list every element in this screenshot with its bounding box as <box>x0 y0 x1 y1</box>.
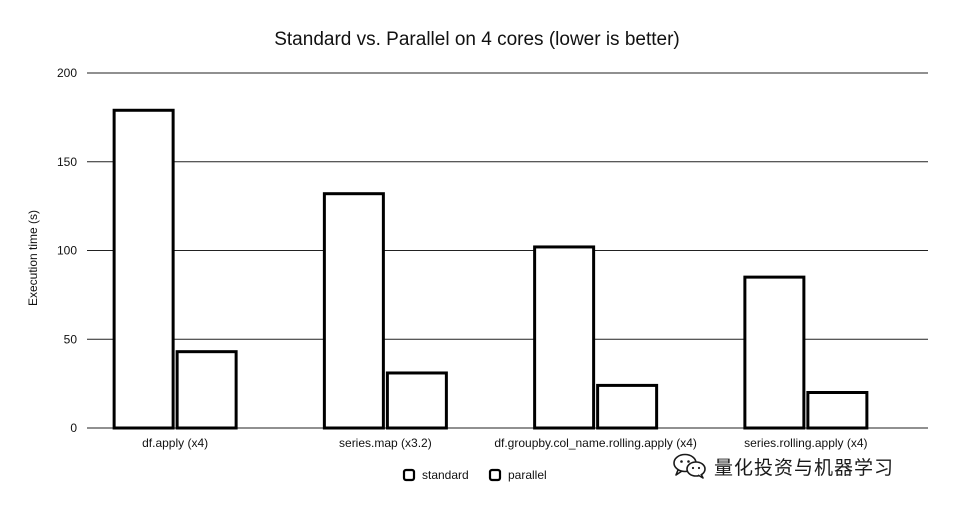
x-tick-label: series.map (x3.2) <box>339 436 432 450</box>
legend-label: parallel <box>508 468 547 482</box>
watermark-text: 量化投资与机器学习 <box>714 456 895 479</box>
legend-swatch <box>488 468 502 482</box>
x-tick-label: df.apply (x4) <box>142 436 208 450</box>
legend-item-parallel[interactable]: parallel <box>488 468 547 482</box>
bars <box>112 108 869 430</box>
bar-parallel <box>596 383 659 430</box>
bar-parallel <box>385 371 448 430</box>
bar-standard <box>743 275 806 430</box>
x-tick-label: series.rolling.apply (x4) <box>744 436 867 450</box>
watermark: 量化投资与机器学习 <box>672 452 894 480</box>
legend-swatch <box>402 468 416 482</box>
x-tick-labels: df.apply (x4) series.map (x3.2) df.groupby… <box>142 436 867 450</box>
bar-standard <box>533 245 596 430</box>
chart-title: Standard vs. Parallel on 4 cores (lower … <box>274 29 680 50</box>
y-axis-label: Execution time (s) <box>26 210 40 306</box>
y-tick-label: 50 <box>64 332 78 346</box>
y-tick-label: 200 <box>57 66 77 80</box>
bar-standard <box>322 192 385 430</box>
bar-standard <box>112 108 175 430</box>
legend-label: standard <box>422 468 469 482</box>
y-tick-label: 150 <box>57 155 77 169</box>
y-tick-label: 100 <box>57 244 77 258</box>
x-tick-label: df.groupby.col_name.rolling.apply (x4) <box>494 436 697 450</box>
legend[interactable]: standard parallel <box>402 468 547 482</box>
bar-parallel <box>175 350 238 430</box>
y-tick-label: 0 <box>70 421 77 435</box>
y-tick-labels: 0 50 100 150 200 <box>57 66 77 435</box>
wechat-icon <box>673 453 706 479</box>
bar-parallel <box>806 391 869 430</box>
legend-item-standard[interactable]: standard <box>402 468 469 482</box>
